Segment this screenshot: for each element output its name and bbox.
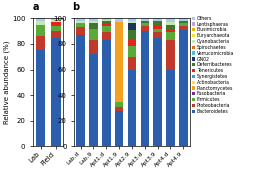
Bar <box>153 32 162 38</box>
Bar <box>166 32 175 40</box>
Bar <box>51 31 60 38</box>
Bar <box>179 23 188 26</box>
Bar <box>36 25 45 36</box>
Bar <box>76 18 85 21</box>
Bar <box>102 23 111 26</box>
Bar <box>89 21 98 23</box>
Bar <box>89 18 98 21</box>
Bar <box>102 18 111 20</box>
Bar <box>36 18 45 21</box>
Bar <box>179 26 188 30</box>
Bar <box>102 26 111 32</box>
Bar <box>115 107 123 111</box>
Bar <box>89 23 98 29</box>
Bar <box>51 18 60 20</box>
Bar <box>128 46 136 57</box>
Bar <box>166 25 175 29</box>
Bar <box>115 111 123 146</box>
Bar <box>51 38 60 146</box>
Bar <box>128 40 136 46</box>
Bar <box>51 20 60 22</box>
Bar <box>179 21 188 23</box>
Bar <box>166 70 175 146</box>
Bar <box>102 21 111 23</box>
Bar <box>179 18 188 21</box>
Bar <box>153 21 162 25</box>
Bar <box>36 21 45 25</box>
Bar <box>76 21 85 23</box>
Bar <box>36 50 45 146</box>
Bar <box>141 31 149 146</box>
Bar <box>102 32 111 40</box>
Bar <box>102 40 111 146</box>
Bar <box>36 36 45 50</box>
Bar <box>76 27 85 35</box>
Bar <box>166 22 175 25</box>
Bar <box>128 21 136 23</box>
Bar <box>128 70 136 146</box>
Bar <box>141 21 149 23</box>
Bar <box>128 18 136 21</box>
Bar <box>115 22 123 102</box>
Bar <box>153 18 162 21</box>
Bar <box>166 18 175 22</box>
Legend: Others, Lentisphaeras, Elusimicrobia, Euryarchaeota, Cyanobacteria, Spirochaetes: Others, Lentisphaeras, Elusimicrobia, Eu… <box>192 16 234 114</box>
Bar <box>141 23 149 26</box>
Bar <box>153 38 162 146</box>
Bar <box>128 30 136 40</box>
Bar <box>153 25 162 29</box>
Bar <box>76 35 85 146</box>
Bar <box>76 23 85 27</box>
Text: b: b <box>72 2 79 12</box>
Text: a: a <box>33 2 40 12</box>
Bar <box>128 57 136 70</box>
Bar <box>153 29 162 32</box>
Bar <box>115 102 123 107</box>
Bar <box>102 20 111 21</box>
Bar <box>51 26 60 31</box>
Bar <box>141 18 149 21</box>
Bar <box>89 40 98 54</box>
Bar <box>166 29 175 32</box>
Bar <box>179 30 188 146</box>
Bar <box>166 40 175 70</box>
Bar <box>89 29 98 40</box>
Bar <box>128 23 136 30</box>
Y-axis label: Relative abundance (%): Relative abundance (%) <box>4 41 10 124</box>
Bar <box>89 54 98 146</box>
Bar <box>115 18 123 22</box>
Bar <box>51 22 60 26</box>
Bar <box>141 26 149 31</box>
